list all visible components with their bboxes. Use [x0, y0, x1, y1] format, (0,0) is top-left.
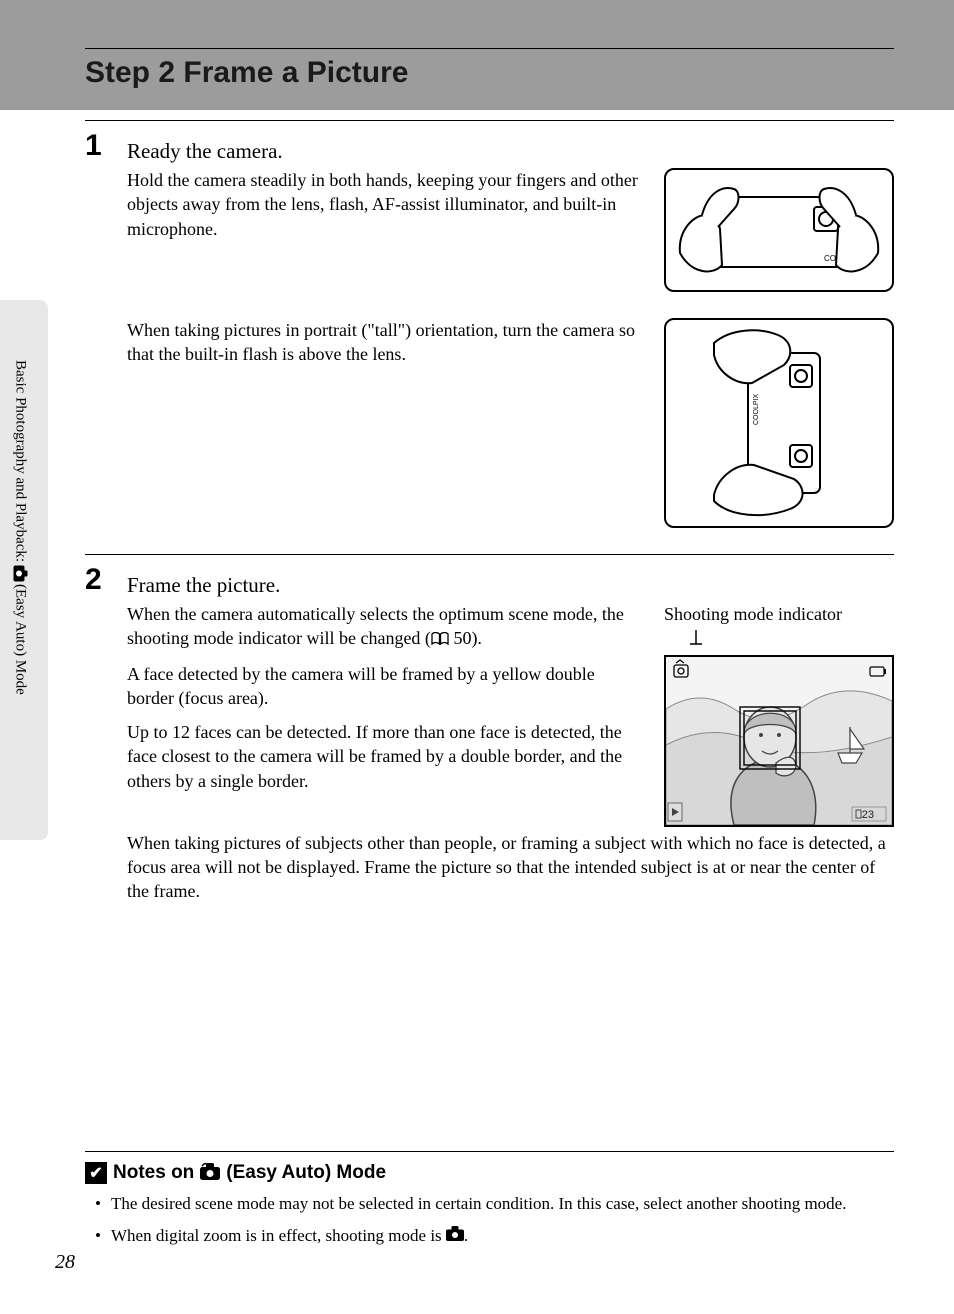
body-text: When taking pictures of subjects other t… — [127, 831, 894, 904]
step-number: 1 — [85, 129, 102, 163]
notes-heading-post: (Easy Auto) Mode — [226, 1162, 386, 1184]
camera-icon — [446, 1226, 464, 1244]
book-icon — [431, 631, 449, 651]
notes-heading: ✔ Notes on (Easy Auto) Mode — [85, 1162, 894, 1184]
indicator-pointer-icon — [686, 630, 716, 650]
note-bullet: The desired scene mode may not be select… — [95, 1192, 894, 1216]
hold-camera-portrait-figure: COOLPIX — [664, 318, 894, 528]
text-span: When digital zoom is in effect, shooting… — [111, 1226, 446, 1245]
divider — [85, 120, 894, 121]
step-heading: Ready the camera. — [127, 131, 894, 168]
header-band — [0, 0, 954, 110]
page-title: Step 2 Frame a Picture — [85, 56, 408, 90]
step-2: 2 Frame the picture. When the camera aut… — [85, 565, 894, 903]
side-tab-label: Basic Photography and Playback: (Easy Au… — [10, 360, 30, 820]
svg-text:COOLPIX: COOLPIX — [753, 394, 760, 425]
body-text: Hold the camera steadily in both hands, … — [127, 168, 646, 241]
body-text: A face detected by the camera will be fr… — [127, 662, 646, 711]
side-tab-text-2: (Easy Auto) Mode — [12, 584, 29, 695]
step-number: 2 — [85, 563, 102, 597]
camera-screen-figure: 23 — [664, 655, 894, 827]
notes-heading-pre: Notes on — [113, 1162, 194, 1184]
check-badge-icon: ✔ — [85, 1162, 107, 1184]
text-span: . — [464, 1226, 468, 1245]
camera-icon — [13, 565, 27, 582]
figure-caption: Shooting mode indicator — [664, 602, 894, 626]
camera-icon — [200, 1163, 220, 1183]
step-heading: Frame the picture. — [127, 565, 894, 602]
divider — [85, 554, 894, 555]
body-text: Up to 12 faces can be detected. If more … — [127, 720, 646, 793]
page-number: 28 — [55, 1251, 75, 1274]
screen-counter: 23 — [862, 809, 874, 821]
notes-section: ✔ Notes on (Easy Auto) Mode The desired … — [85, 1151, 894, 1256]
step-1: 1 Ready the camera. Hold the camera stea… — [85, 131, 894, 528]
body-text: When the camera automatically selects th… — [127, 602, 646, 652]
hold-camera-landscape-figure: COOLPIX — [664, 168, 894, 292]
divider — [85, 1151, 894, 1152]
note-bullet: When digital zoom is in effect, shooting… — [95, 1224, 894, 1248]
text-span: When the camera automatically selects th… — [127, 604, 624, 648]
body-text: When taking pictures in portrait ("tall"… — [127, 318, 646, 367]
title-rule — [85, 48, 894, 49]
side-tab-text-1: Basic Photography and Playback: — [12, 360, 29, 562]
text-span: 50). — [449, 628, 482, 648]
